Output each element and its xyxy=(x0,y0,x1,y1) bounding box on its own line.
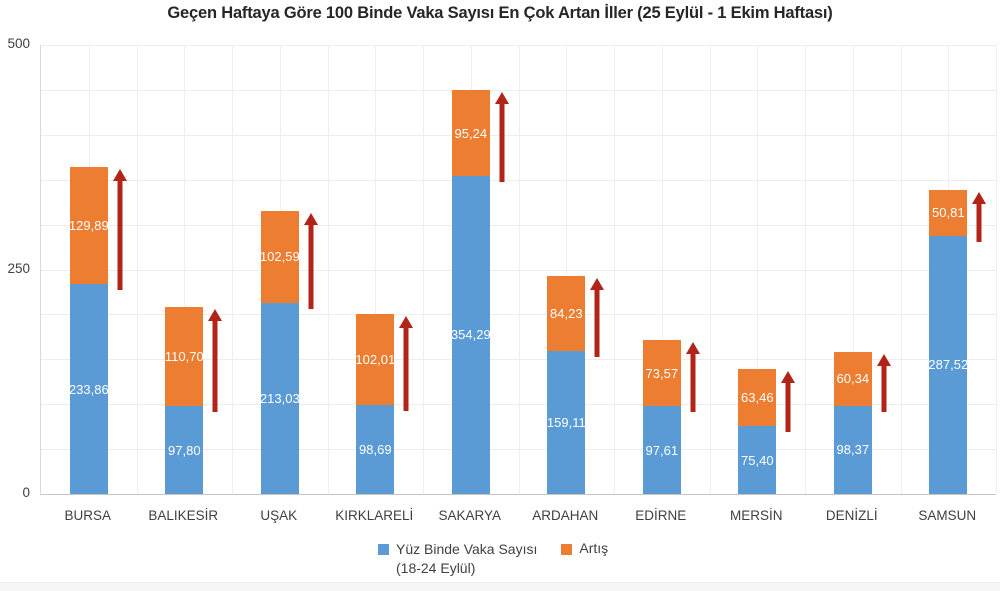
bar-segment-cases: 98,69 xyxy=(356,405,395,494)
bar-segment-increase: 102,01 xyxy=(356,313,395,406)
increase-arrow-head xyxy=(972,192,987,205)
increase-arrow xyxy=(972,192,987,242)
gridline-vertical xyxy=(709,45,711,494)
y-tick-label: 250 xyxy=(7,260,30,276)
chart-title: Geçen Haftaya Göre 100 Binde Vaka Sayısı… xyxy=(167,4,833,22)
increase-arrow-head xyxy=(876,353,891,366)
increase-arrow xyxy=(590,277,605,358)
increase-arrow-shaft xyxy=(117,179,123,290)
gridline-vertical xyxy=(996,45,997,494)
x-category-label: ARDAHAN xyxy=(532,508,599,523)
increase-arrow-head xyxy=(399,315,414,328)
legend-label-cases-line1: Yüz Binde Vaka Sayısı xyxy=(396,541,538,557)
bar-segment-cases: 213,03 xyxy=(260,302,299,494)
gridline-vertical xyxy=(661,45,663,494)
gridline-vertical xyxy=(518,45,520,494)
bar-segment-increase: 63,46 xyxy=(738,369,777,427)
bar-segment-increase: 102,59 xyxy=(260,210,299,303)
increase-arrow-shaft xyxy=(594,287,600,358)
gridline-vertical xyxy=(327,45,329,494)
bar-segment-increase: 73,57 xyxy=(642,340,681,407)
increase-arrow-shaft xyxy=(212,318,218,413)
increase-arrow xyxy=(112,169,127,290)
x-category-label: KIRKLARELİ xyxy=(335,508,414,523)
increase-arrow-head xyxy=(208,308,223,321)
gridline-vertical xyxy=(184,45,186,494)
bar-segment-cases: 233,86 xyxy=(69,284,108,494)
bar-segment-increase: 95,24 xyxy=(451,90,490,176)
x-category-label: BURSA xyxy=(64,508,111,523)
gridline-vertical xyxy=(805,45,806,494)
increase-arrow xyxy=(303,212,318,309)
bar-segment-cases: 97,61 xyxy=(642,406,681,494)
increase-arrow-shaft xyxy=(403,325,409,412)
y-tick-label: 0 xyxy=(22,485,30,500)
increase-arrow-shaft xyxy=(499,102,505,182)
bar-segment-cases: 287,52 xyxy=(929,235,968,494)
bar-segment-cases: 354,29 xyxy=(451,175,490,494)
gridline-vertical xyxy=(375,45,377,494)
legend-item-cases: Yüz Binde Vaka Sayısı (18-24 Eylül) xyxy=(378,540,537,578)
bar-segment-increase: 60,34 xyxy=(833,351,872,406)
legend-swatch-increase xyxy=(561,544,573,555)
increase-arrow-shaft xyxy=(785,381,791,433)
legend-label-increase: Artış xyxy=(579,540,609,556)
increase-arrow-head xyxy=(685,342,700,355)
increase-arrow xyxy=(685,342,700,413)
x-category-label: MERSİN xyxy=(729,508,783,523)
increase-arrow xyxy=(494,92,509,182)
x-category-label: DENİZLİ xyxy=(825,508,878,523)
legend: Yüz Binde Vaka Sayısı (18-24 Eylül) Artı… xyxy=(378,540,608,578)
increase-arrow-head xyxy=(590,277,605,290)
gridline-vertical xyxy=(136,45,138,494)
increase-arrow xyxy=(399,315,414,412)
gridline-vertical xyxy=(614,45,615,494)
x-category-label: BALIKESİR xyxy=(148,508,219,523)
bar-segment-cases: 159,11 xyxy=(547,351,586,494)
bar-segment-increase: 84,23 xyxy=(547,275,586,352)
bar-segment-increase: 50,81 xyxy=(929,190,968,236)
legend-swatch-cases xyxy=(378,544,389,555)
increase-arrow-head xyxy=(494,92,509,105)
bar-segment-cases: 75,40 xyxy=(738,426,777,494)
increase-arrow xyxy=(781,371,796,433)
increase-arrow-shaft xyxy=(308,222,314,309)
bar-segment-cases: 97,80 xyxy=(165,406,204,494)
x-category-label: EDİRNE xyxy=(635,508,687,523)
legend-item-increase: Artış xyxy=(561,540,608,556)
gridline-vertical xyxy=(423,45,424,494)
window-bottom-edge xyxy=(0,582,1000,591)
increase-arrow-head xyxy=(303,212,318,225)
plot-area: 233,86 129,89 97,80 110,70 213,03 102,59 98,69… xyxy=(40,45,997,495)
bar-segment-cases: 98,37 xyxy=(833,405,872,494)
bar-segment-increase: 110,70 xyxy=(165,306,204,407)
increase-arrow xyxy=(208,308,223,413)
gridline-vertical xyxy=(900,45,902,494)
increase-arrow-shaft xyxy=(976,202,982,242)
y-tick-label: 500 xyxy=(7,36,30,51)
gridline-vertical xyxy=(852,45,854,494)
x-category-label: SAKARYA xyxy=(438,508,502,523)
gridline-vertical xyxy=(566,45,568,494)
gridline-vertical xyxy=(757,45,759,494)
increase-arrow xyxy=(876,353,891,412)
bar-segment-increase: 129,89 xyxy=(69,167,108,284)
x-category-label: UŞAK xyxy=(260,508,298,523)
legend-label-cases-line2: (18-24 Eylül) xyxy=(396,560,476,576)
increase-arrow-shaft xyxy=(881,363,887,412)
x-category-label: SAMSUN xyxy=(918,508,977,523)
gridline-vertical xyxy=(232,45,233,494)
increase-arrow-shaft xyxy=(690,352,696,413)
increase-arrow-head xyxy=(781,371,796,384)
increase-arrow-head xyxy=(112,169,127,182)
